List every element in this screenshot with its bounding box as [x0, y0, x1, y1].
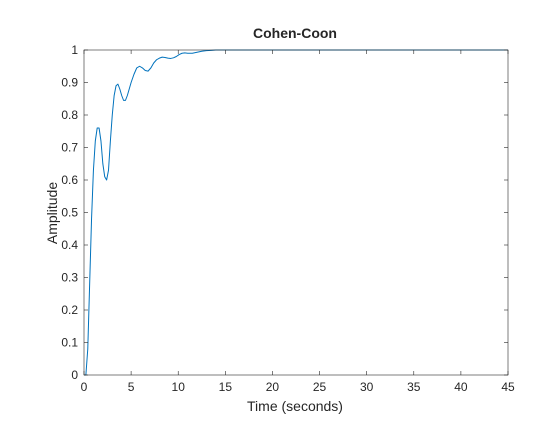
- x-tick-label: 0: [81, 380, 88, 394]
- x-tick-label: 20: [266, 380, 280, 394]
- tick-layer: 0 5 10 15 20 25 30 35 40 45 0 0.1 0.2 0.3 0.4 0.5 0.6 0.7…: [61, 43, 515, 394]
- step-response-line: [84, 49, 508, 376]
- x-axis-label: Time (seconds): [247, 398, 343, 414]
- x-tick-label: 10: [172, 380, 186, 394]
- y-tick-label: 0.4: [61, 238, 78, 252]
- x-tick-label: 15: [219, 380, 233, 394]
- chart-title: Cohen-Coon: [253, 25, 337, 41]
- y-tick-label: 0.1: [61, 336, 78, 350]
- y-tick-label: 0: [71, 368, 78, 382]
- x-tick-label: 25: [313, 380, 327, 394]
- x-tick-label: 45: [501, 380, 515, 394]
- series-layer: [84, 49, 508, 376]
- x-tick-label: 40: [454, 380, 468, 394]
- y-tick-label: 0.2: [61, 303, 78, 317]
- plot-area: [84, 50, 508, 375]
- x-tick-label: 5: [128, 380, 135, 394]
- y-tick-label: 0.7: [61, 141, 78, 155]
- y-axis-label: Amplitude: [44, 182, 60, 244]
- y-tick-label: 0.8: [61, 108, 78, 122]
- x-tick-label: 35: [407, 380, 421, 394]
- y-tick-label: 0.5: [61, 206, 78, 220]
- y-tick-label: 1: [71, 43, 78, 57]
- y-tick-label: 0.9: [61, 76, 78, 90]
- y-tick-label: 0.3: [61, 271, 78, 285]
- y-tick-label: 0.6: [61, 173, 78, 187]
- x-tick-label: 30: [360, 380, 374, 394]
- plot-frame: [83, 49, 509, 376]
